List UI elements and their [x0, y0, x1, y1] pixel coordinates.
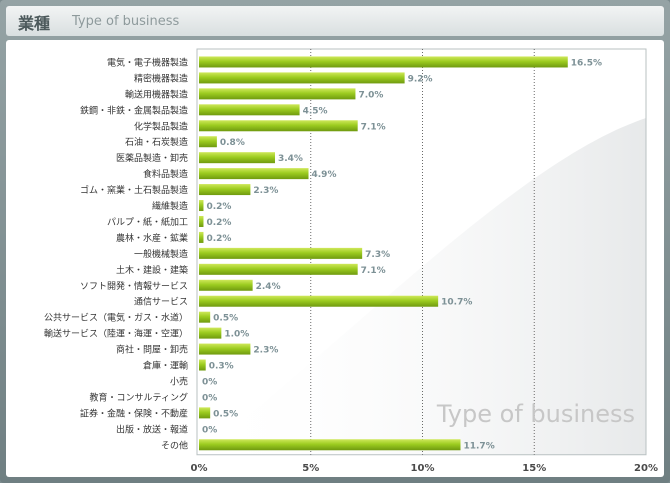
bar [199, 439, 461, 451]
bar [199, 56, 568, 68]
category-label: 石油・石炭製造 [125, 136, 188, 148]
category-label: その他 [161, 439, 188, 451]
value-label: 9.2% [408, 74, 433, 84]
x-tick-label: 5% [302, 463, 319, 474]
category-label: 証券・金融・保険・不動産 [80, 407, 188, 419]
category-label: 出版・放送・報道 [116, 423, 188, 435]
category-label: 小売 [170, 375, 188, 387]
x-tick-label: 0% [191, 463, 208, 474]
category-label: ソフト開発・情報サービス [80, 280, 188, 292]
category-label: 一般機械製造 [134, 248, 188, 260]
bar [199, 311, 211, 323]
value-label: 11.7% [463, 441, 494, 451]
bar [199, 184, 251, 196]
category-label: 電気・電子機器製造 [107, 56, 188, 68]
category-label: パルプ・紙・紙加工 [107, 216, 188, 228]
bar [199, 215, 204, 227]
category-label: 鉄鋼・非鉄・金属製品製造 [80, 104, 188, 116]
value-label: 7.0% [358, 90, 383, 100]
bar [199, 343, 251, 355]
bar [199, 407, 211, 419]
watermark-text: Type of business [436, 400, 635, 428]
bar [199, 152, 275, 164]
category-label: 商社・問屋・卸売 [116, 344, 188, 356]
value-label: 2.3% [253, 186, 278, 196]
value-label: 2.4% [256, 282, 281, 292]
bar [199, 120, 358, 132]
category-label: 精密機器製造 [134, 72, 188, 84]
value-label: 7.1% [361, 266, 386, 276]
bar [199, 295, 439, 307]
value-label: 0% [202, 377, 217, 387]
bar [199, 104, 300, 116]
category-label: 化学製品製造 [134, 120, 188, 132]
category-label: 農林・水産・鉱業 [116, 232, 188, 244]
category-label: 土木・建設・建築 [116, 264, 188, 276]
value-label: 0.2% [206, 202, 231, 212]
category-label: 食料品製造 [143, 168, 188, 180]
header-bar: 業種 Type of business [6, 6, 664, 36]
bar [199, 263, 358, 275]
category-label: 通信サービス [134, 296, 188, 308]
value-label: 0% [202, 393, 217, 403]
header-subtitle: Type of business [72, 14, 180, 29]
value-label: 0% [202, 425, 217, 435]
value-label: 0.3% [209, 362, 234, 372]
x-tick-label: 15% [522, 463, 546, 474]
bar [199, 136, 217, 148]
bar [199, 279, 253, 291]
header-title: 業種 [18, 14, 51, 33]
bar [199, 200, 204, 212]
category-label: 医薬品製造・卸売 [116, 152, 188, 164]
value-label: 7.3% [365, 250, 390, 260]
value-label: 16.5% [571, 58, 602, 68]
x-tick-label: 20% [634, 463, 658, 474]
category-label: 繊維製造 [152, 200, 188, 212]
value-label: 2.3% [253, 346, 278, 356]
value-label: 0.2% [206, 218, 231, 228]
value-label: 4.9% [312, 170, 337, 180]
bar [199, 327, 222, 339]
value-label: 0.8% [220, 138, 245, 148]
plot-area [196, 48, 647, 456]
value-label: 0.2% [206, 234, 231, 244]
bar [199, 88, 356, 100]
bar [199, 359, 206, 371]
value-label: 1.0% [224, 330, 249, 340]
value-label: 7.1% [361, 122, 386, 132]
category-label: 教育・コンサルティング [90, 391, 188, 403]
category-label: 輸送サービス（陸運・海運・空運） [44, 328, 188, 340]
category-label: 輸送用機器製造 [125, 88, 188, 100]
value-label: 4.5% [303, 106, 328, 116]
value-label: 3.4% [278, 154, 303, 164]
category-label: ゴム・窯業・土石製品製造 [80, 184, 188, 196]
category-label: 倉庫・運輸 [143, 360, 188, 372]
bar [199, 168, 309, 180]
bar [199, 247, 363, 259]
x-tick-label: 10% [411, 463, 435, 474]
bar [199, 231, 204, 243]
bar [199, 72, 405, 84]
category-label: 公共サービス（電気・ガス・水道） [44, 312, 188, 324]
value-label: 10.7% [441, 298, 472, 308]
value-label: 0.5% [213, 314, 238, 324]
value-label: 0.5% [213, 409, 238, 419]
